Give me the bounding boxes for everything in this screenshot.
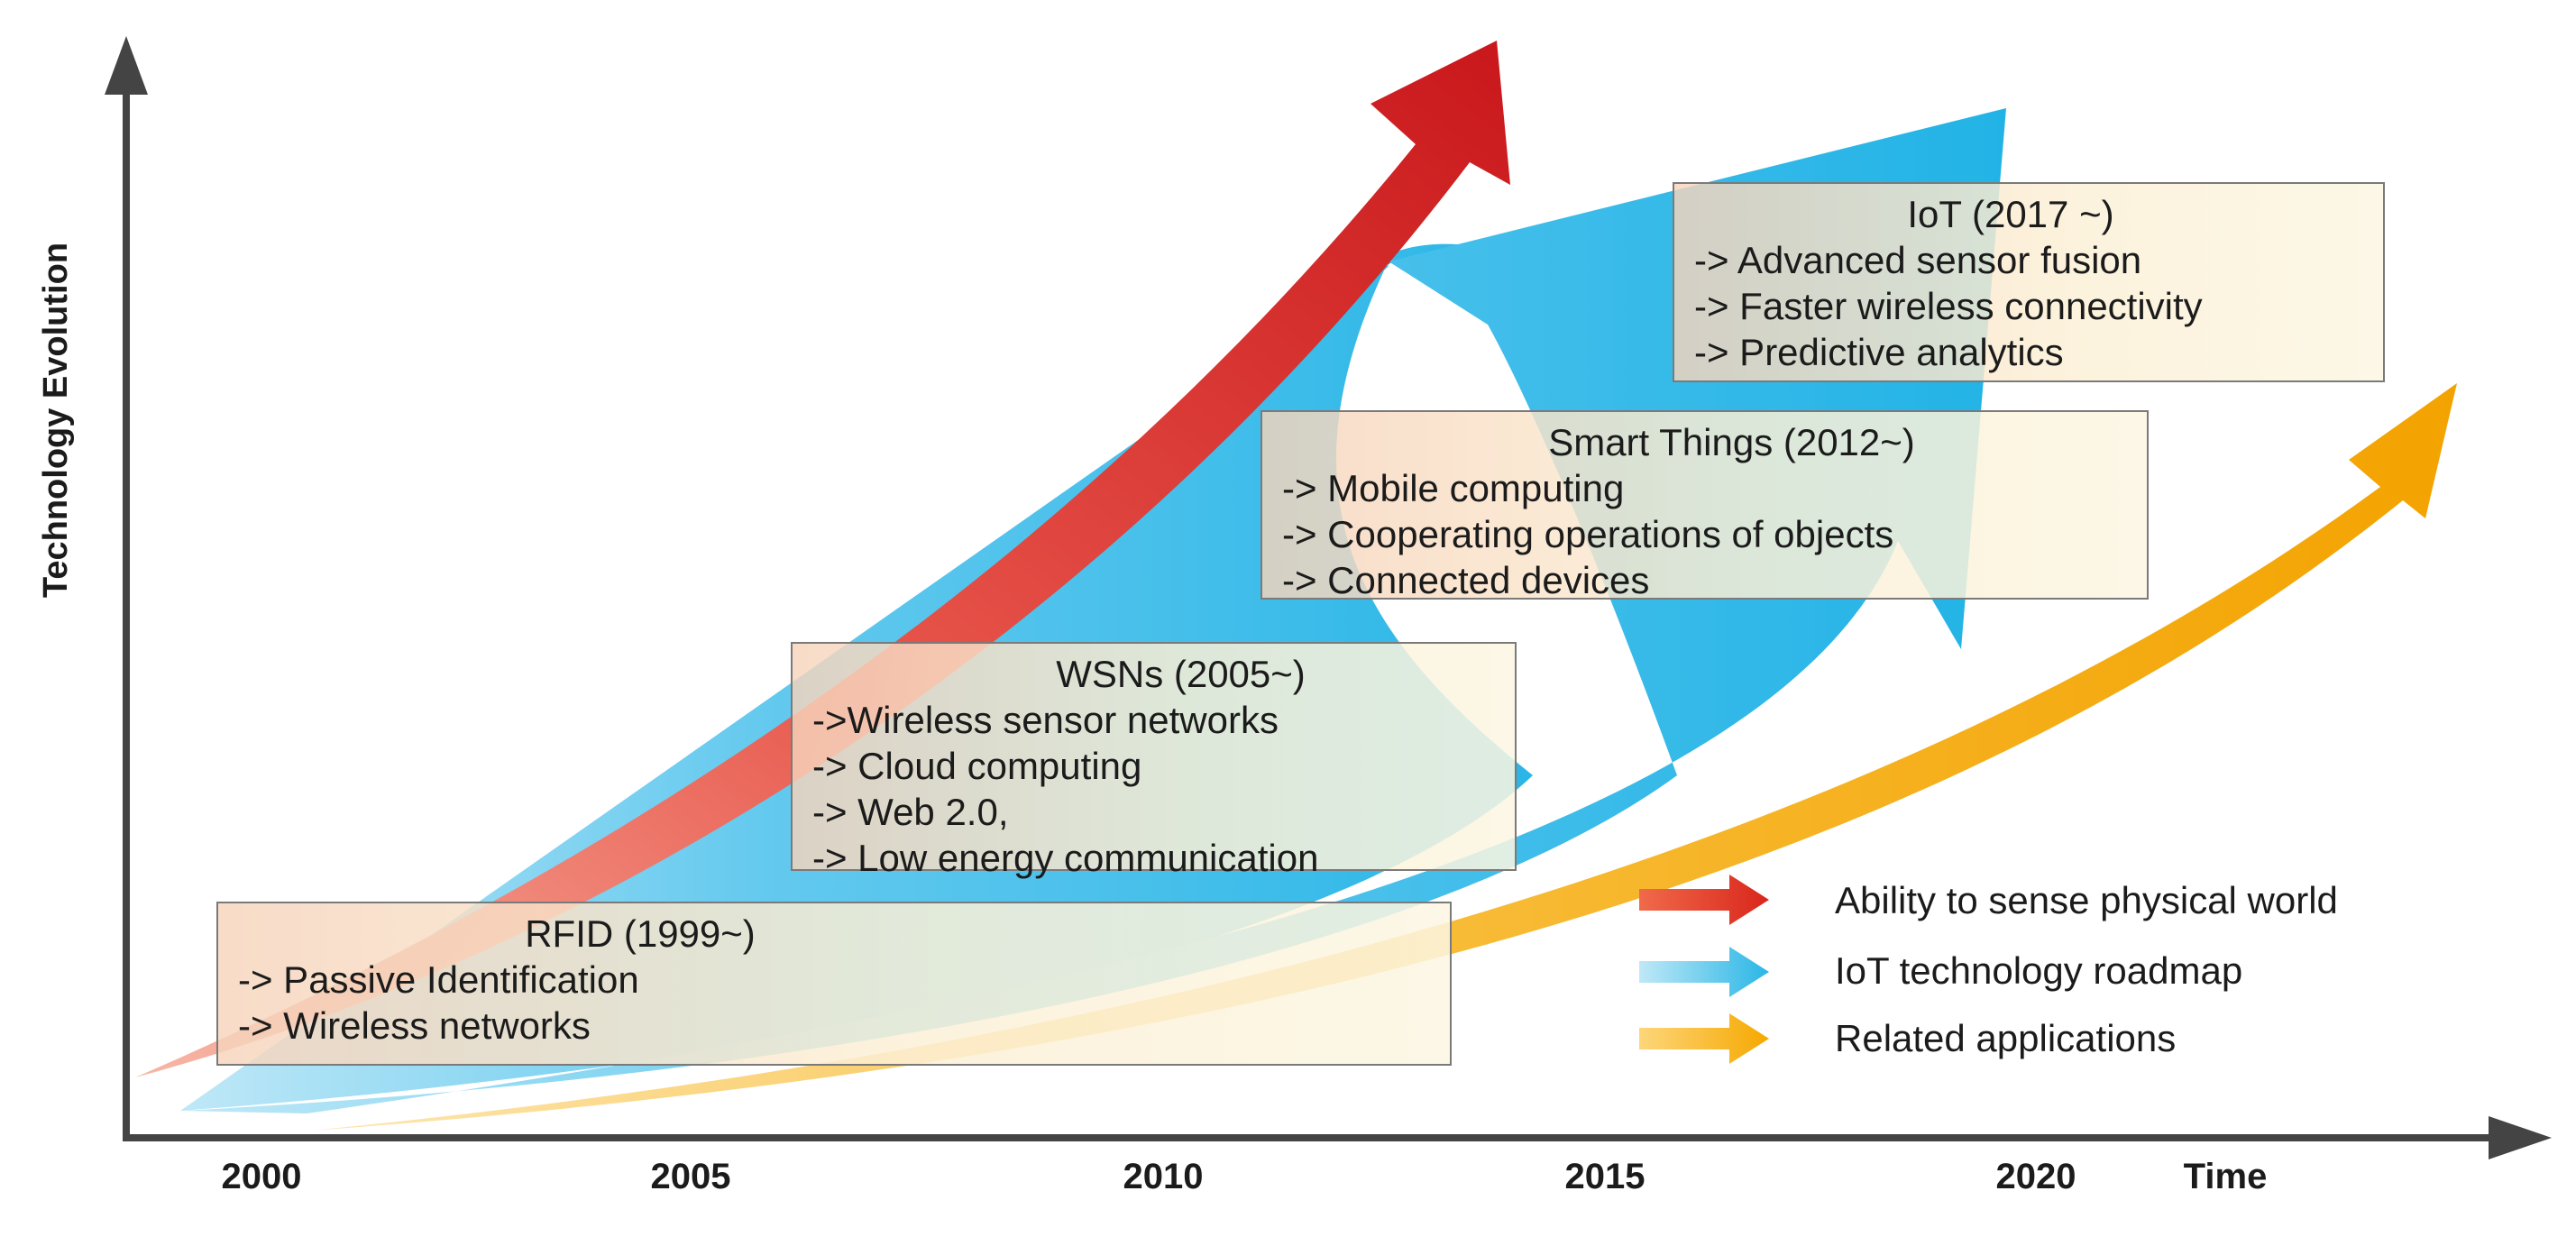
stage-item: -> Faster wireless connectivity — [1694, 285, 2203, 327]
stage-item: -> Cooperating operations of objects — [1282, 513, 1894, 555]
iot-roadmap-arrow-body — [180, 108, 2006, 1113]
stage-item: -> Web 2.0, — [812, 791, 1009, 833]
stage-title: IoT (2017 ~) — [1907, 193, 2114, 235]
stage-item: -> Passive Identification — [238, 958, 639, 1001]
stage-item: -> Mobile computing — [1282, 467, 1625, 509]
stage-item: -> Advanced sensor fusion — [1694, 239, 2142, 281]
legend-label-roadmap: IoT technology roadmap — [1835, 949, 2243, 992]
stage-item: -> Cloud computing — [812, 745, 1142, 787]
stage-title: WSNs (2005~) — [1056, 653, 1306, 695]
legend-label-applications: Related applications — [1835, 1017, 2177, 1059]
stage-box-smart-things: Smart Things (2012~) -> Mobile computing… — [1260, 410, 2149, 601]
stage-box-wsns: WSNs (2005~) ->Wireless sensor networks … — [791, 642, 1517, 879]
stage-item: -> Predictive analytics — [1694, 331, 2064, 373]
stage-item: -> Wireless networks — [238, 1004, 591, 1047]
stage-title: RFID (1999~) — [525, 912, 756, 955]
stage-item: -> Low energy communication — [812, 837, 1319, 879]
stage-item: -> Connected devices — [1282, 559, 1650, 601]
stage-title: Smart Things (2012~) — [1548, 421, 1915, 463]
stage-box-iot: IoT (2017 ~) -> Advanced sensor fusion -… — [1673, 182, 2385, 382]
stage-box-rfid: RFID (1999~) -> Passive Identification -… — [216, 902, 1452, 1066]
legend-label-sense: Ability to sense physical world — [1835, 879, 2338, 921]
stage-item: ->Wireless sensor networks — [812, 699, 1279, 741]
